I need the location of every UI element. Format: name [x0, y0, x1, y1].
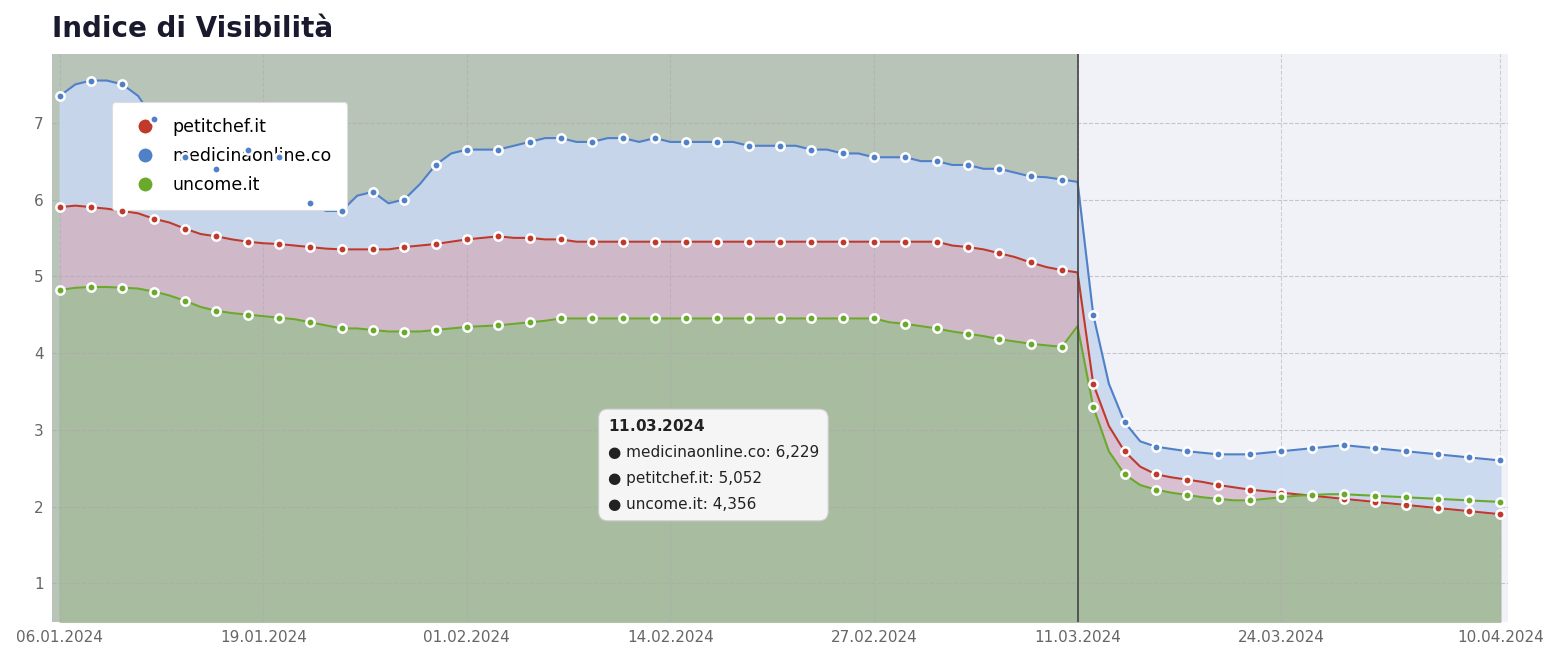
Bar — [1078, 53, 1516, 622]
Text: Indice di Visibilità: Indice di Visibilità — [51, 15, 334, 43]
Text: $\bf{11.03.2024}$
● medicinaonline.co: 6,229
● petitchef.it: 5,052
● uncome.it: : $\bf{11.03.2024}$ ● medicinaonline.co: 6… — [608, 418, 819, 512]
Legend: petitchef.it, medicinaonline.co, uncome.it: petitchef.it, medicinaonline.co, uncome.… — [112, 102, 348, 210]
